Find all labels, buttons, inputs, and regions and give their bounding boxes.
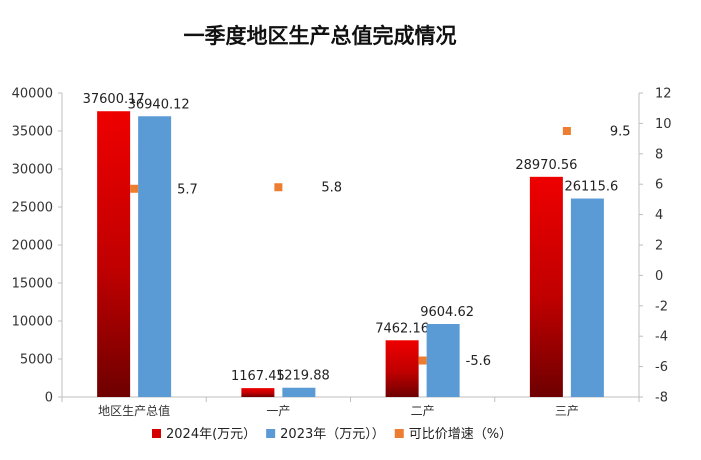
legend-swatch (394, 429, 404, 438)
legend-swatch (266, 429, 276, 438)
left-tick-label: 40000 (12, 87, 53, 102)
bar-label-2023: 36940.12 (128, 97, 190, 112)
right-tick-label: 8 (655, 147, 663, 162)
bar-label-2024: 7462.16 (375, 321, 429, 336)
bar-2024 (385, 340, 419, 397)
right-tick-label: 2 (655, 239, 663, 254)
x-tick-label: 二产 (411, 404, 435, 418)
growth-label: 5.7 (177, 182, 198, 197)
growth-point (274, 183, 283, 192)
bar-2023 (138, 116, 172, 397)
right-tick-label: 6 (655, 178, 663, 193)
right-tick-label: -8 (655, 391, 668, 406)
legend-swatch (152, 429, 161, 438)
legend-label: 可比价增速（%） (409, 427, 512, 442)
bar-2023 (570, 198, 604, 397)
bar-label-2023: 26115.6 (564, 180, 618, 195)
bar-label-2023: 9604.62 (420, 305, 474, 320)
bar-2024 (241, 388, 275, 397)
left-tick-label: 30000 (12, 163, 53, 178)
right-tick-label: 0 (655, 269, 663, 284)
bar-label-2023: 1219.88 (276, 369, 330, 384)
bar-2023 (282, 387, 316, 397)
right-tick-label: 4 (655, 208, 663, 223)
x-tick-label: 一产 (266, 404, 290, 418)
left-tick-label: 0 (45, 391, 53, 406)
growth-point (130, 184, 139, 193)
x-tick-label: 三产 (555, 404, 579, 418)
bar-2024 (97, 111, 131, 397)
bar-label-2024: 28970.56 (515, 158, 577, 173)
bar-2024 (529, 176, 563, 397)
growth-point (562, 127, 571, 135)
left-tick-label: 10000 (12, 315, 53, 330)
right-tick-label: -4 (655, 330, 668, 345)
legend-label: 2024年(万元） (166, 427, 256, 442)
chart-title: 一季度地区生产总值完成情况 (183, 24, 457, 48)
right-tick-label: 12 (655, 87, 672, 102)
growth-point (418, 356, 427, 365)
growth-label: 5.8 (321, 181, 342, 196)
x-tick-label: 地区生产总值 (98, 403, 170, 418)
growth-label: 9.5 (610, 125, 631, 140)
right-tick-label: 10 (655, 117, 672, 132)
right-tick-label: -6 (655, 360, 668, 375)
left-tick-label: 5000 (20, 353, 53, 368)
bar-2023 (426, 324, 460, 397)
growth-label: -5.6 (466, 354, 491, 369)
left-tick-label: 15000 (12, 277, 53, 292)
left-tick-label: 35000 (12, 125, 53, 140)
bar-label-2024: 1167.45 (231, 369, 285, 384)
right-tick-label: -2 (655, 299, 668, 314)
bar-label-2024: 37600.17 (83, 92, 145, 107)
left-tick-label: 25000 (12, 201, 53, 216)
legend-label: 2023年（万元）） (280, 427, 385, 442)
left-tick-label: 20000 (12, 239, 53, 254)
